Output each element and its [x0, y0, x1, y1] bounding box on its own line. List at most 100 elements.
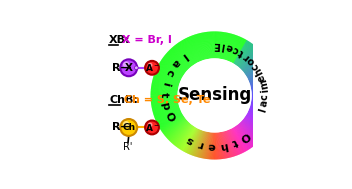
Wedge shape [190, 130, 200, 155]
Wedge shape [167, 120, 187, 139]
Wedge shape [240, 49, 259, 69]
Wedge shape [153, 106, 179, 115]
Wedge shape [247, 113, 271, 126]
Wedge shape [219, 132, 222, 159]
Wedge shape [218, 132, 220, 159]
Wedge shape [247, 112, 271, 125]
Wedge shape [246, 115, 269, 130]
Wedge shape [152, 105, 179, 112]
Wedge shape [151, 94, 177, 95]
Wedge shape [252, 95, 279, 96]
Wedge shape [169, 51, 188, 70]
Text: e: e [256, 73, 268, 83]
Wedge shape [153, 76, 179, 85]
Wedge shape [151, 100, 178, 103]
Wedge shape [151, 98, 178, 101]
Wedge shape [242, 120, 263, 138]
Wedge shape [222, 33, 228, 59]
Wedge shape [156, 69, 181, 81]
Wedge shape [220, 132, 224, 159]
Wedge shape [244, 117, 266, 134]
Wedge shape [151, 92, 177, 94]
Wedge shape [151, 93, 177, 94]
Wedge shape [250, 75, 276, 84]
Wedge shape [249, 110, 274, 122]
Wedge shape [251, 85, 278, 90]
Wedge shape [162, 58, 184, 74]
Wedge shape [153, 78, 179, 86]
Wedge shape [178, 43, 194, 65]
Wedge shape [151, 96, 177, 98]
Wedge shape [232, 128, 245, 152]
Wedge shape [216, 32, 219, 58]
Wedge shape [230, 37, 242, 62]
Wedge shape [222, 33, 227, 59]
Wedge shape [162, 58, 184, 74]
Wedge shape [195, 34, 204, 60]
Wedge shape [151, 90, 178, 93]
Wedge shape [233, 127, 247, 151]
Wedge shape [234, 127, 249, 150]
Wedge shape [250, 108, 275, 117]
Wedge shape [228, 130, 238, 155]
Wedge shape [245, 58, 267, 74]
Wedge shape [155, 109, 180, 119]
Text: R—: R— [112, 122, 132, 132]
Wedge shape [188, 129, 199, 154]
Wedge shape [177, 126, 193, 148]
Wedge shape [242, 52, 262, 71]
Wedge shape [203, 132, 208, 159]
Wedge shape [249, 72, 274, 82]
Wedge shape [250, 78, 276, 86]
Wedge shape [251, 104, 277, 111]
Wedge shape [220, 32, 225, 59]
Wedge shape [191, 130, 202, 156]
Wedge shape [157, 111, 181, 123]
Wedge shape [180, 127, 195, 149]
Wedge shape [208, 32, 211, 59]
Wedge shape [226, 131, 235, 156]
Wedge shape [252, 94, 279, 95]
Wedge shape [218, 132, 221, 159]
Wedge shape [247, 64, 271, 78]
Circle shape [177, 58, 252, 132]
Wedge shape [164, 118, 186, 135]
Wedge shape [171, 48, 190, 68]
Wedge shape [178, 126, 194, 148]
Wedge shape [206, 32, 210, 59]
Wedge shape [231, 129, 243, 153]
Wedge shape [216, 31, 218, 58]
Wedge shape [157, 112, 182, 125]
Wedge shape [151, 97, 177, 99]
Wedge shape [207, 132, 211, 159]
Wedge shape [246, 61, 269, 76]
Wedge shape [206, 32, 210, 59]
Wedge shape [243, 119, 264, 137]
Wedge shape [151, 100, 178, 105]
Wedge shape [245, 117, 267, 133]
Wedge shape [159, 114, 183, 128]
Wedge shape [239, 47, 257, 67]
Wedge shape [215, 31, 217, 58]
Wedge shape [164, 56, 186, 73]
Wedge shape [232, 128, 246, 152]
Wedge shape [225, 131, 234, 157]
Wedge shape [243, 53, 263, 71]
Wedge shape [249, 109, 274, 120]
Wedge shape [218, 32, 221, 59]
Wedge shape [243, 119, 264, 136]
Wedge shape [152, 82, 178, 88]
Wedge shape [157, 112, 181, 124]
Wedge shape [202, 132, 208, 158]
Wedge shape [203, 32, 208, 59]
Wedge shape [168, 121, 188, 140]
Wedge shape [231, 38, 243, 62]
Wedge shape [249, 109, 275, 119]
Wedge shape [199, 132, 206, 158]
Wedge shape [239, 123, 258, 143]
Wedge shape [166, 120, 187, 138]
Wedge shape [250, 105, 276, 113]
Text: ChB:: ChB: [109, 95, 138, 105]
Wedge shape [234, 126, 250, 149]
Wedge shape [154, 74, 180, 83]
